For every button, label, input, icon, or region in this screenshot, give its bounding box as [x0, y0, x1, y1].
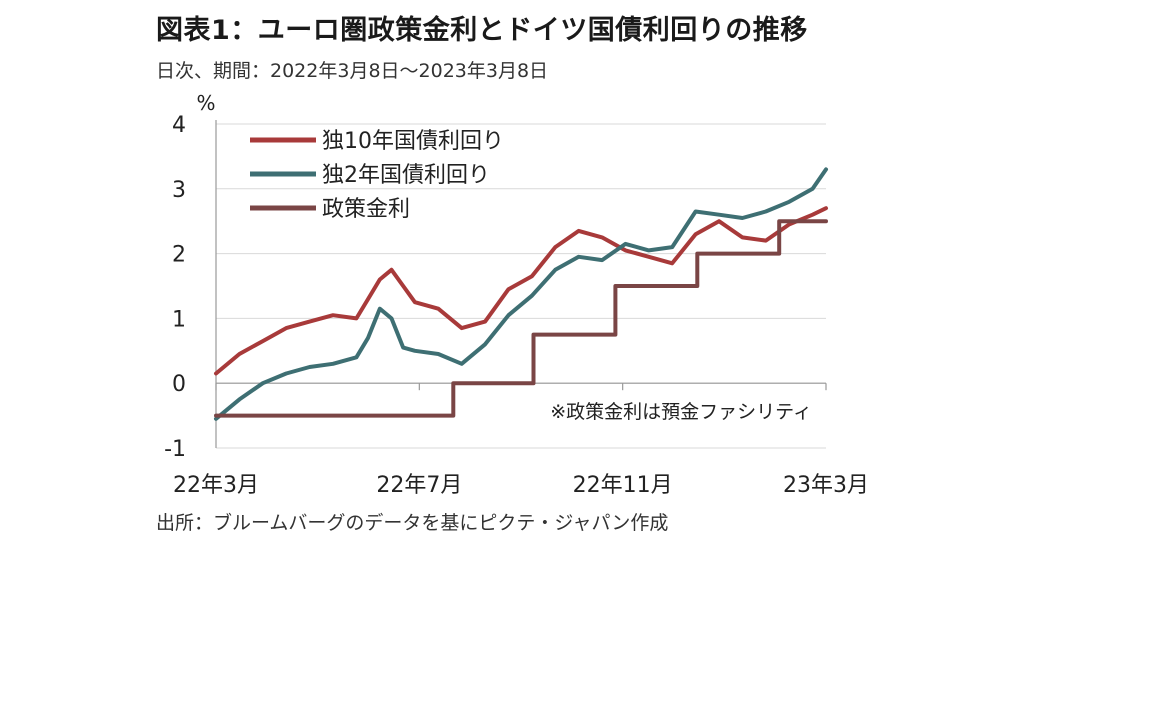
y-tick-label: -1: [164, 437, 186, 462]
chart-title: 図表1：ユーロ圏政策金利とドイツ国債利回りの推移: [156, 15, 808, 46]
y-unit-label: %: [196, 91, 215, 115]
axes: 4 3 2 1 0 -1 22年3月 22年7月 22年11月 23年3月: [164, 113, 869, 498]
x-tick-label: 22年3月: [173, 473, 259, 498]
chart-note: ※政策金利は預金ファシリティ: [550, 401, 812, 423]
x-tick-label: 22年7月: [376, 473, 462, 498]
series-line-2: [214, 219, 828, 418]
y-tick-label: 2: [172, 243, 186, 268]
series-line-0: [214, 206, 828, 376]
legend-label-2: 政策金利: [322, 197, 410, 222]
x-tick-label: 23年3月: [783, 473, 869, 498]
y-tick-label: 3: [172, 178, 186, 203]
y-tick-label: 0: [172, 372, 186, 397]
source-note: 出所：ブルームバーグのデータを基にピクテ・ジャパン作成: [156, 512, 669, 534]
series-lines: [214, 167, 828, 421]
y-tick-label: 1: [172, 307, 186, 332]
series-line-1: [214, 167, 828, 421]
chart-subtitle: 日次、期間：2022年3月8日～2023年3月8日: [156, 60, 549, 82]
y-tick-label: 4: [172, 113, 186, 138]
legend-label-0: 独10年国債利回り: [322, 129, 504, 154]
x-tick-label: 22年11月: [573, 473, 673, 498]
legend-label-1: 独2年国債利回り: [322, 163, 490, 188]
